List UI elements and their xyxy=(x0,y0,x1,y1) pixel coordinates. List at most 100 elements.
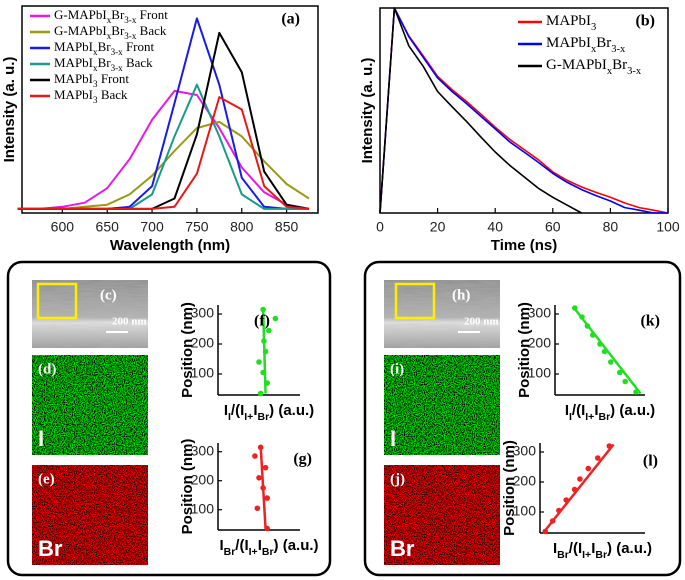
x-tick-label: 850 xyxy=(275,219,299,235)
x-tick-label: 800 xyxy=(230,219,254,235)
x-tick-label: 700 xyxy=(140,219,164,235)
x-axis-label: II/(II+IBr) (a.u.) xyxy=(224,402,314,423)
legend-label: MAPbI3 Front xyxy=(54,71,129,89)
data-point xyxy=(252,453,258,459)
text-run: MAPbI xyxy=(54,39,93,54)
text-run: ) (a.u.) xyxy=(269,402,314,419)
legend-label: MAPbI3 Back xyxy=(54,87,128,105)
text-run: I xyxy=(565,402,569,419)
subscript: 3-x xyxy=(124,15,137,25)
subscript: 3-x xyxy=(627,66,642,77)
x-tick-label: 0 xyxy=(376,219,384,235)
legend-label: G-MAPbIxBr3-x xyxy=(546,57,642,76)
data-point xyxy=(549,518,556,524)
data-point xyxy=(633,389,639,395)
x-tick-label: 750 xyxy=(185,219,209,235)
subscript: x xyxy=(591,44,597,55)
data-point xyxy=(563,497,570,503)
roi-box xyxy=(36,282,78,320)
subscript: x xyxy=(107,31,112,41)
x-tick-label: 60 xyxy=(545,219,561,235)
y-tick-label: 200 xyxy=(191,335,215,351)
y-tick-label: 200 xyxy=(191,471,215,487)
sem-texture xyxy=(384,280,500,348)
subscript: I+ xyxy=(582,549,591,561)
subscript: Br xyxy=(262,546,274,558)
subscript: 3-x xyxy=(111,47,124,57)
data-point xyxy=(571,486,578,493)
text-run: I xyxy=(253,402,257,419)
text-run: I xyxy=(594,402,598,419)
legend-label: MAPbI3 xyxy=(546,13,596,32)
panel-label: (g) xyxy=(293,451,312,468)
x-tick-label: 100 xyxy=(656,219,680,235)
series-line xyxy=(17,89,310,210)
data-point xyxy=(617,369,623,376)
legend-label: G-MAPbIxBr3-x Back xyxy=(54,23,167,41)
y-tick-label: 300 xyxy=(513,443,537,459)
text-run: ) (a.u.) xyxy=(274,537,319,554)
element-label: I xyxy=(38,426,44,451)
data-point xyxy=(590,332,596,338)
data-point xyxy=(572,305,578,311)
text-run: I xyxy=(219,537,223,554)
text-run: Back xyxy=(98,87,128,102)
text-run: /(I xyxy=(235,537,248,554)
x-tick-label: 20 xyxy=(430,219,446,235)
panel-label: (k) xyxy=(640,313,660,330)
data-point xyxy=(542,528,549,535)
series-line xyxy=(379,7,668,214)
subscript: Br xyxy=(595,549,607,561)
y-axis-label: Position (nm) xyxy=(179,302,196,398)
data-point xyxy=(577,476,583,482)
x-axis-label: Time (ns) xyxy=(491,237,557,254)
subscript: 3 xyxy=(93,95,98,105)
element-label: I xyxy=(390,426,396,451)
subscript: Br xyxy=(224,546,236,558)
subscript: I+ xyxy=(585,411,594,423)
data-point xyxy=(266,327,272,334)
y-tick-label: 200 xyxy=(513,473,537,489)
fit-line xyxy=(542,443,615,534)
text-run: /(I xyxy=(572,402,585,419)
data-point xyxy=(272,315,279,322)
data-point xyxy=(622,378,628,385)
text-run: Back xyxy=(136,23,166,38)
subscript: I+ xyxy=(249,546,258,558)
data-point xyxy=(257,444,264,451)
data-point xyxy=(256,359,262,365)
text-run: ) (a.u.) xyxy=(610,402,655,419)
data-point xyxy=(256,475,262,481)
x-tick-label: 80 xyxy=(603,219,619,235)
panel-label: (f) xyxy=(254,313,270,330)
x-tick-label: 650 xyxy=(96,219,120,235)
data-point xyxy=(585,465,592,472)
series-line xyxy=(379,7,669,214)
text-run: G-MAPbI xyxy=(54,7,107,22)
data-point xyxy=(257,390,264,397)
image-label: (d) xyxy=(38,361,56,377)
text-run: G-MAPbI xyxy=(546,57,607,73)
subscript: x xyxy=(107,15,112,25)
text-run: MAPbI xyxy=(54,55,93,70)
y-tick-label: 100 xyxy=(191,500,215,516)
text-run: G-MAPbI xyxy=(54,23,107,38)
image-column: (h) 200 nm (i) I (j) Br xyxy=(384,280,500,565)
data-point xyxy=(262,464,269,471)
subscript: x xyxy=(93,47,98,57)
y-tick-label: 100 xyxy=(513,503,537,519)
text-run: Front xyxy=(98,71,130,86)
data-point xyxy=(579,314,585,320)
data-point xyxy=(260,306,266,313)
subscript: 3-x xyxy=(111,63,124,73)
data-point xyxy=(556,507,562,514)
plot-frame xyxy=(21,5,319,214)
data-point xyxy=(254,505,261,512)
eds-map xyxy=(384,465,500,565)
y-axis-label: Intensity (a. u.) xyxy=(1,57,18,163)
data-point xyxy=(594,455,601,461)
image-column: (c) 200 nm (d) I (e) Br xyxy=(32,280,148,565)
data-point xyxy=(260,485,266,491)
text-run: ) (a.u.) xyxy=(607,540,652,557)
